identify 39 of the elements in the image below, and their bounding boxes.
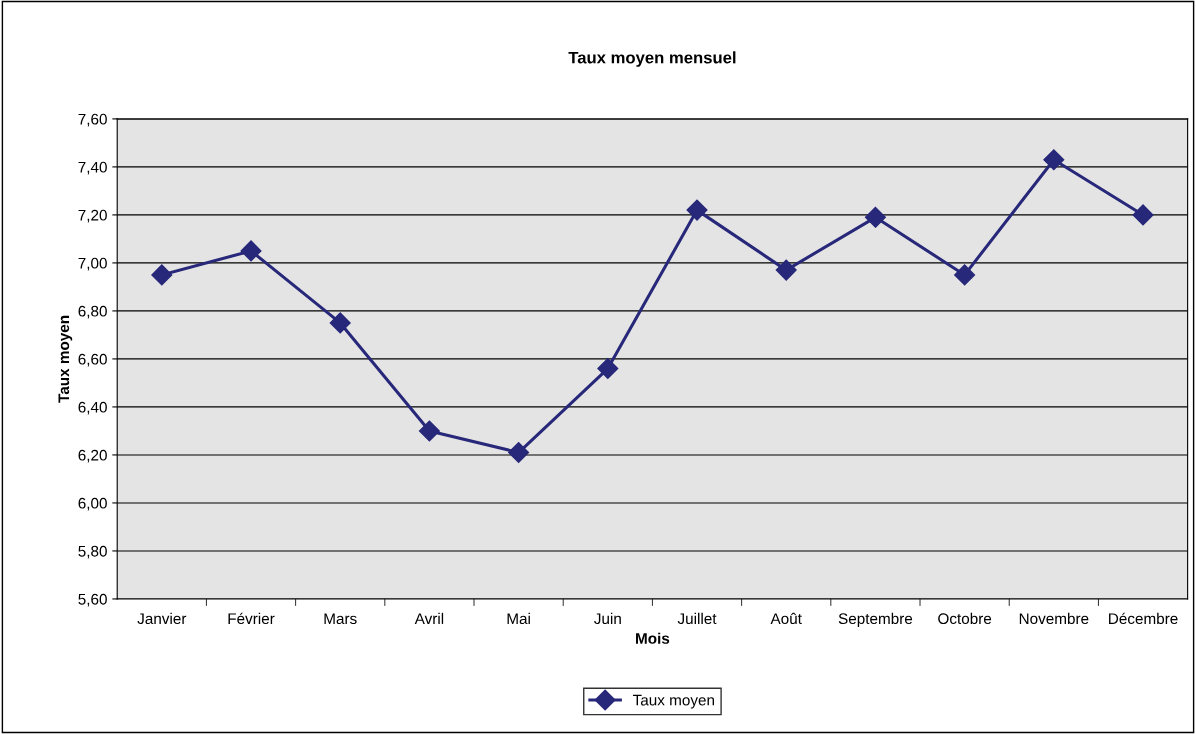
x-tick-label: Mars — [324, 613, 357, 625]
x-tick-label: Octobre — [938, 612, 992, 625]
point — [329, 312, 351, 334]
y-tick-label: 5,60 — [78, 593, 107, 607]
x-tick-label: Novembre — [1019, 612, 1089, 625]
point — [864, 206, 886, 228]
point — [686, 199, 708, 221]
x-tick-label: Juillet — [677, 612, 717, 625]
y-tick-label: 7,60 — [78, 113, 107, 127]
x-tick-label: Janvier — [137, 612, 187, 625]
x-tick-label: Décembre — [1109, 612, 1178, 625]
legend-label: Taux moyen — [632, 694, 714, 709]
chart-title: Taux moyen mensuel — [568, 51, 736, 67]
point — [508, 442, 530, 464]
x-tick-label: Août — [770, 612, 802, 625]
y-tick-label: 6,80 — [78, 305, 107, 319]
x-tick-label: Septembre — [838, 612, 913, 628]
point — [151, 264, 173, 286]
y-tick-label: 7,00 — [78, 257, 107, 271]
x-tick-label: Avril — [414, 612, 444, 624]
point — [954, 264, 976, 286]
y-tick-label: 6,60 — [78, 353, 107, 367]
x-tick-label: Juin — [594, 612, 621, 625]
y-tick-label: 6,00 — [78, 497, 107, 511]
y-tick-label: 6,40 — [78, 401, 107, 415]
point — [1043, 149, 1065, 171]
y-tick-label: 5,80 — [78, 545, 107, 559]
y-axis-title: Taux moyen — [58, 315, 73, 403]
point — [1132, 204, 1154, 226]
y-tick-label: 7,40 — [78, 161, 107, 175]
y-tick-label: 6,20 — [78, 449, 107, 463]
x-tick-label: Mai — [507, 612, 530, 625]
x-tick-label: Février — [228, 612, 275, 625]
y-tick-label: 7,20 — [78, 209, 107, 223]
x-axis-title: Mois — [636, 632, 670, 644]
point — [597, 358, 619, 380]
point — [775, 259, 797, 281]
point — [240, 240, 262, 262]
point — [418, 420, 440, 442]
